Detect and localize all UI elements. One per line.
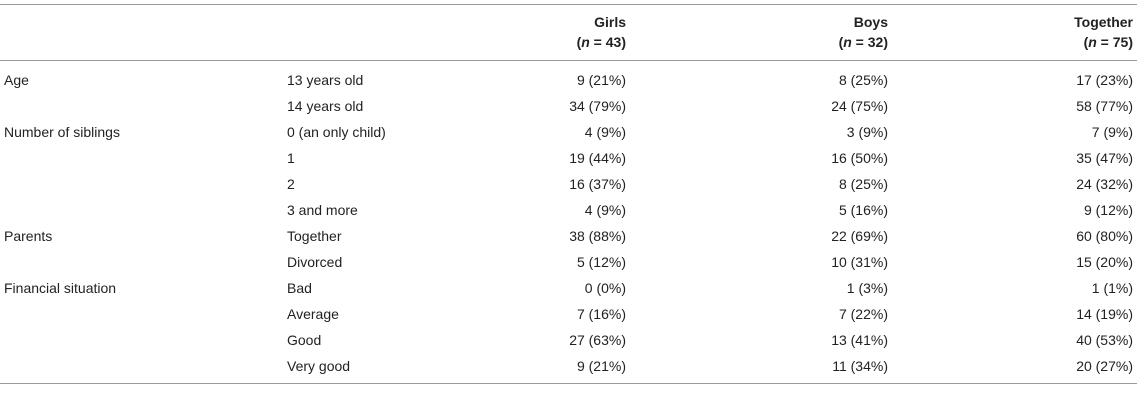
header-girls-n-value: = 43: [589, 34, 622, 50]
subcategory-cell: Together: [287, 228, 342, 244]
boys-cell: 1 (3%): [846, 280, 888, 296]
header-subcategory: [283, 5, 515, 61]
category-cell: Number of siblings: [4, 124, 120, 140]
table-row: Good 27 (63%) 13 (41%) 40 (53%): [0, 327, 1137, 353]
category-cell: Parents: [4, 228, 53, 244]
header-boys-label: Boys: [853, 14, 888, 30]
table-row: Very good 9 (21%) 11 (34%) 20 (27%): [0, 353, 1137, 384]
boys-cell: 5 (16%): [838, 202, 888, 218]
together-cell: 20 (27%): [1076, 358, 1133, 374]
together-cell: 60 (80%): [1076, 228, 1133, 244]
girls-cell: 19 (44%): [569, 150, 626, 166]
boys-cell: 22 (69%): [831, 228, 888, 244]
category-cell: [0, 145, 283, 171]
together-cell: 15 (20%): [1076, 254, 1133, 270]
boys-cell: 8 (25%): [838, 72, 888, 88]
subcategory-cell: Bad: [287, 280, 312, 296]
boys-cell: 3 (9%): [846, 124, 888, 140]
category-cell: Financial situation: [4, 280, 117, 296]
girls-cell: 27 (63%): [569, 332, 626, 348]
girls-cell: 4 (9%): [584, 124, 626, 140]
girls-cell: 0 (0%): [584, 280, 626, 296]
boys-cell: 10 (31%): [831, 254, 888, 270]
table-header: Girls (n = 43) Boys (n = 32) Together (n…: [0, 4, 1137, 61]
table-row: 3 and more 4 (9%) 5 (16%) 9 (12%): [0, 197, 1137, 223]
together-cell: 40 (53%): [1076, 332, 1133, 348]
together-cell: 35 (47%): [1076, 150, 1133, 166]
category-cell: [0, 93, 283, 119]
boys-cell: 8 (25%): [838, 176, 888, 192]
header-boys-n: (n = 32): [838, 34, 888, 50]
header-girls-n-var: n: [581, 34, 590, 50]
category-cell: [0, 197, 283, 223]
together-cell: 24 (32%): [1076, 176, 1133, 192]
header-girls-n: (n = 43): [576, 34, 626, 50]
subcategory-cell: 13 years old: [287, 72, 364, 88]
category-cell: [0, 249, 283, 275]
boys-cell: 13 (41%): [831, 332, 888, 348]
together-cell: 14 (19%): [1076, 306, 1133, 322]
header-row: Girls (n = 43) Boys (n = 32) Together (n…: [0, 4, 1137, 61]
subcategory-cell: 1: [287, 150, 295, 166]
subcategory-cell: Good: [287, 332, 322, 348]
girls-cell: 34 (79%): [569, 98, 626, 114]
header-together-n-var: n: [1088, 34, 1097, 50]
header-together-n: (n = 75): [1083, 34, 1133, 50]
table-row: 1 19 (44%) 16 (50%) 35 (47%): [0, 145, 1137, 171]
category-cell: Age: [4, 72, 29, 88]
together-cell: 17 (23%): [1076, 72, 1133, 88]
header-girls-label: Girls: [594, 14, 626, 30]
category-cell: [0, 353, 283, 384]
girls-cell: 7 (16%): [576, 306, 626, 322]
header-boys: Boys (n = 32): [630, 5, 892, 61]
category-cell: [0, 171, 283, 197]
demographics-table: Girls (n = 43) Boys (n = 32) Together (n…: [0, 4, 1137, 384]
table-row: Divorced 5 (12%) 10 (31%) 15 (20%): [0, 249, 1137, 275]
together-cell: 1 (1%): [1091, 280, 1133, 296]
boys-cell: 11 (34%): [832, 358, 888, 374]
table-row: Number of siblings 0 (an only child) 4 (…: [0, 119, 1137, 145]
girls-cell: 38 (88%): [569, 228, 626, 244]
subcategory-cell: Very good: [287, 358, 351, 374]
header-together-label: Together: [1074, 14, 1133, 30]
boys-cell: 24 (75%): [831, 98, 888, 114]
subcategory-cell: 3 and more: [287, 202, 358, 218]
table-body: Age 13 years old 9 (21%) 8 (25%) 17 (23%…: [0, 61, 1137, 384]
table-row: 14 years old 34 (79%) 24 (75%) 58 (77%): [0, 93, 1137, 119]
girls-cell: 9 (21%): [576, 72, 626, 88]
together-cell: 9 (12%): [1083, 202, 1133, 218]
header-together-n-value: = 75: [1096, 34, 1129, 50]
together-cell: 7 (9%): [1091, 124, 1133, 140]
table-row: Average 7 (16%) 7 (22%) 14 (19%): [0, 301, 1137, 327]
together-cell: 58 (77%): [1076, 98, 1133, 114]
header-girls: Girls (n = 43): [515, 5, 630, 61]
category-cell: [0, 301, 283, 327]
category-cell: [0, 327, 283, 353]
subcategory-cell: Divorced: [287, 254, 343, 270]
header-together: Together (n = 75): [892, 5, 1137, 61]
girls-cell: 16 (37%): [569, 176, 626, 192]
subcategory-cell: 2: [287, 176, 295, 192]
girls-cell: 4 (9%): [584, 202, 626, 218]
table-row: 2 16 (37%) 8 (25%) 24 (32%): [0, 171, 1137, 197]
header-boys-n-var: n: [843, 34, 852, 50]
girls-cell: 5 (12%): [576, 254, 626, 270]
table-row: Financial situation Bad 0 (0%) 1 (3%) 1 …: [0, 275, 1137, 301]
subcategory-cell: 14 years old: [287, 98, 364, 114]
subcategory-cell: 0 (an only child): [287, 124, 386, 140]
table-row: Parents Together 38 (88%) 22 (69%) 60 (8…: [0, 223, 1137, 249]
table-row: Age 13 years old 9 (21%) 8 (25%) 17 (23%…: [0, 61, 1137, 94]
girls-cell: 9 (21%): [576, 358, 626, 374]
header-boys-n-value: = 32: [851, 34, 884, 50]
boys-cell: 16 (50%): [831, 150, 888, 166]
subcategory-cell: Average: [287, 306, 339, 322]
header-category: [0, 5, 283, 61]
boys-cell: 7 (22%): [838, 306, 888, 322]
